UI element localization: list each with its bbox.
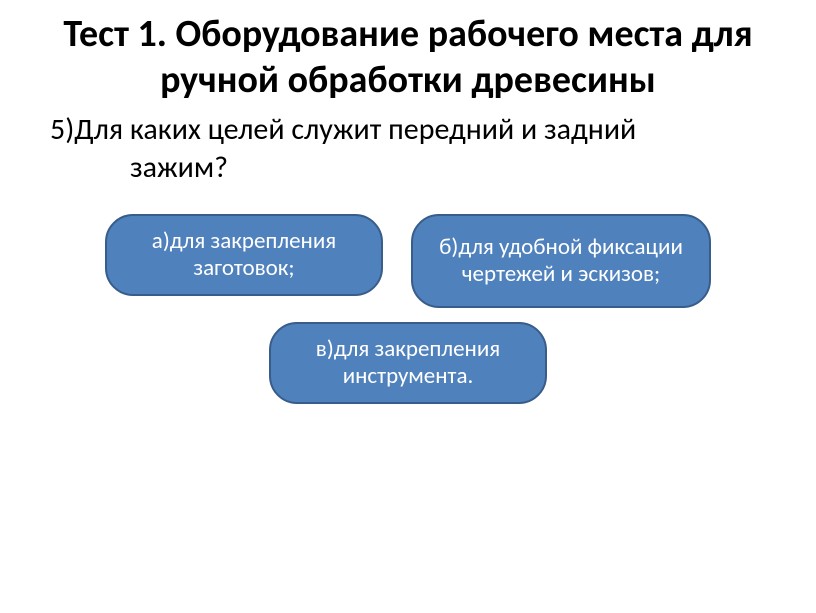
option-a-label: а)для закрепления заготовок; <box>125 228 363 283</box>
option-b-button[interactable]: б)для удобной фиксации чертежей и эскизо… <box>411 214 711 308</box>
option-c-button[interactable]: в)для закрепления инструмента. <box>269 322 547 404</box>
options-container: а)для закрепления заготовок; б)для удобн… <box>0 214 816 404</box>
option-c-label: в)для закрепления инструмента. <box>289 336 527 391</box>
question-line-1: 5)Для каких целей служит передний и задн… <box>50 111 636 148</box>
options-row-2: в)для закрепления инструмента. <box>0 322 816 404</box>
question-line-2: зажим? <box>50 149 228 186</box>
option-b-label: б)для удобной фиксации чертежей и эскизо… <box>431 234 691 289</box>
page-title: Тест 1. Оборудование рабочего места для … <box>0 0 816 103</box>
options-row-1: а)для закрепления заготовок; б)для удобн… <box>0 214 816 308</box>
option-a-button[interactable]: а)для закрепления заготовок; <box>105 214 383 296</box>
question-text: 5)Для каких целей служит передний и задн… <box>0 103 816 186</box>
